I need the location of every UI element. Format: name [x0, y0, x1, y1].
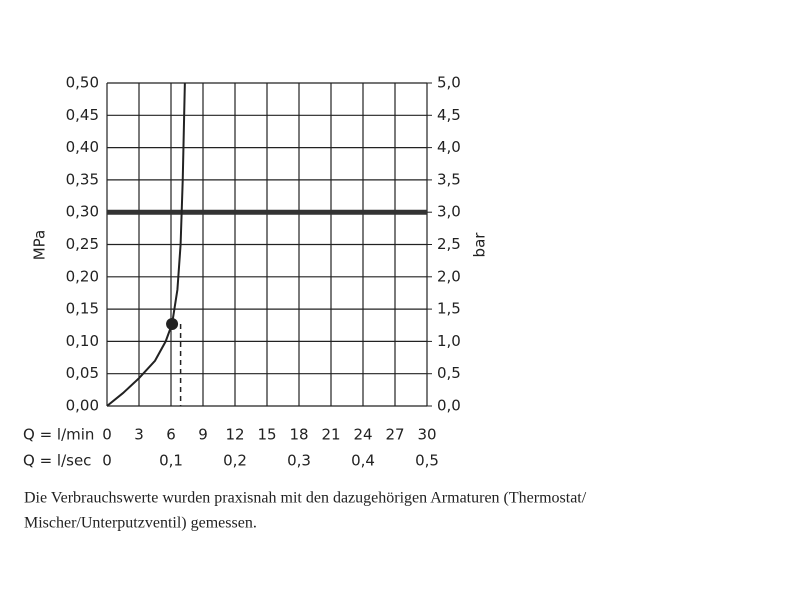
y2-tick-label: 3,0	[437, 203, 461, 221]
y2-tick-label: 4,0	[437, 138, 461, 156]
y2-tick-label: 0,5	[437, 364, 461, 382]
curve	[106, 82, 186, 407]
y2-tick-label: 1,5	[437, 300, 461, 318]
x-tick-label: 24	[353, 426, 372, 444]
y-tick-label: 0,20	[66, 267, 99, 285]
y-tick-label: 0,15	[66, 300, 99, 318]
y2-tick-label: 5,0	[437, 74, 461, 92]
y-tick-label: 0,05	[66, 364, 99, 382]
x2-tick-label: 0,5	[415, 452, 439, 470]
caption: Mischer/Unterputzventil) gemessen.	[24, 515, 257, 532]
y2-tick-label: 1,0	[437, 332, 461, 350]
y2-tick-label: 3,5	[437, 170, 461, 188]
x2-tick-label: 0,1	[159, 452, 183, 470]
y-tick-label: 0,40	[66, 138, 99, 156]
y2-tick-label: 2,0	[437, 267, 461, 285]
y2-tick-label: 4,5	[437, 106, 461, 124]
x-tick-label: 18	[289, 426, 308, 444]
y-tick-label: 0,00	[66, 397, 99, 415]
operating-point	[166, 317, 179, 330]
y2-tick-label: 0,0	[437, 397, 461, 415]
x-tick-label: 15	[257, 426, 276, 444]
caption: Die Verbrauchswerte wurden praxisnah mit…	[24, 490, 587, 507]
y-axis-label: MPa	[31, 230, 49, 261]
x-tick-label: 0	[102, 426, 112, 444]
y-tick-label: 0,10	[66, 332, 99, 350]
x-tick-label: 27	[385, 426, 404, 444]
y2-axis-label: bar	[471, 232, 489, 258]
x-tick-label: 6	[166, 426, 176, 444]
y-tick-label: 0,25	[66, 235, 99, 253]
x-tick-label: 9	[198, 426, 208, 444]
x2-tick-label: 0,4	[351, 452, 375, 470]
y2-tick-label: 2,5	[437, 235, 461, 253]
x-tick-label: 30	[417, 426, 436, 444]
y-tick-label: 0,35	[66, 170, 99, 188]
x2-tick-label: 0,2	[223, 452, 247, 470]
x2-row-label: Q = l/sec	[23, 452, 91, 470]
x2-tick-label: 0,3	[287, 452, 311, 470]
y-tick-label: 0,50	[66, 74, 99, 92]
y-tick-label: 0,30	[66, 203, 99, 221]
x-tick-label: 3	[134, 426, 144, 444]
x2-tick-label: 0	[102, 452, 112, 470]
y-tick-label: 0,45	[66, 106, 99, 124]
x-tick-label: 12	[225, 426, 244, 444]
x-tick-label: 21	[321, 426, 340, 444]
x-row-label: Q = l/min	[23, 426, 94, 444]
